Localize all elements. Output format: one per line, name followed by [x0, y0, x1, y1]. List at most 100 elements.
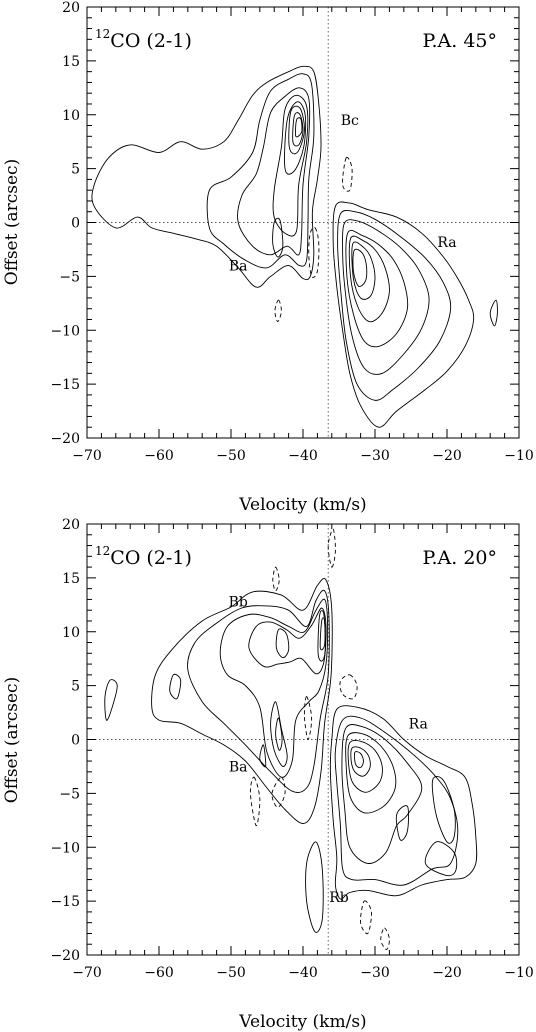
- position-angle-label: P.A. 20°: [423, 547, 497, 569]
- blue-lobe-contour-13: [259, 744, 267, 768]
- y-tick-label: 10: [62, 108, 80, 124]
- y-tick-label: 20: [62, 517, 80, 533]
- x-tick-label: −20: [432, 448, 462, 464]
- blue-lobe-contour-1: [91, 65, 322, 288]
- red-lobe-negative-contour-3: [380, 927, 390, 951]
- x-tick-label: −70: [72, 448, 102, 464]
- blue-lobe-contour-5: [275, 628, 290, 659]
- feature-label-ra: Ra: [437, 235, 456, 251]
- feature-label-ba: Ba: [229, 259, 248, 275]
- species-name: CO (2-1): [110, 547, 192, 569]
- panel-1: −70 −60 −50 −40 −30 −20 −10−20−15−10−505101520…: [2, 0, 534, 515]
- species-name: CO (2-1): [110, 30, 192, 52]
- x-tick-label: −10: [504, 965, 534, 981]
- y-axis-title: Offset (arcsec): [2, 159, 22, 285]
- blue-lobe-contour-2: [187, 589, 330, 793]
- red-lobe-negative-contour-1: [274, 299, 282, 323]
- contours: [91, 65, 498, 428]
- red-lobe-contour-1: [332, 201, 475, 428]
- red-lobe-contour-10: [424, 841, 458, 877]
- x-tick-label: −60: [144, 448, 174, 464]
- y-tick-label: 5: [71, 679, 80, 695]
- red-lobe-negative-contour-2: [360, 900, 372, 935]
- panel-2: −70 −60 −50 −40 −30 −20 −10−20−15−10−505101520…: [2, 517, 534, 1032]
- red-lobe-contour-3: [341, 724, 423, 864]
- red-lobe-contour-5: [348, 235, 390, 323]
- y-axis-title: Offset (arcsec): [2, 677, 22, 803]
- red-lobe-contour-7: [352, 248, 368, 287]
- y-tick-label: −5: [59, 269, 80, 285]
- blue-lobe-contour-5: [284, 101, 307, 175]
- blue-lobe-negative-contour-2: [272, 566, 280, 592]
- x-tick-label: −50: [216, 965, 246, 981]
- y-tick-label: −10: [50, 840, 80, 856]
- x-tick-label: −70: [72, 965, 102, 981]
- x-tick-label: −40: [288, 448, 318, 464]
- y-tick-label: −20: [50, 431, 80, 447]
- y-tick-label: −5: [59, 786, 80, 802]
- y-tick-label: −10: [50, 323, 80, 339]
- red-lobe-contour-1: [329, 705, 478, 900]
- x-tick-label: −20: [432, 965, 462, 981]
- blue-lobe-contour-8: [270, 701, 288, 767]
- blue-lobe-contour-11: [169, 673, 182, 700]
- red-lobe-contour-7: [353, 751, 364, 769]
- isotope-superscript: 12: [95, 544, 110, 558]
- red-lobe-contour-6: [350, 746, 371, 777]
- blue-lobe-contour-4: [248, 607, 327, 675]
- x-tick-label: −50: [216, 448, 246, 464]
- blue-lobe-negative-contour-2: [342, 156, 353, 192]
- red-lobe-contour-8: [395, 805, 409, 841]
- y-tick-label: −15: [50, 894, 80, 910]
- feature-label-ra: Ra: [409, 716, 428, 732]
- x-tick-label: −10: [504, 448, 534, 464]
- blue-lobe-negative-contour-3: [303, 695, 313, 740]
- feature-label-bc: Bc: [341, 113, 359, 129]
- contours: [104, 528, 478, 951]
- feature-label-ba: Ba: [229, 759, 248, 775]
- blue-lobe-contour-9: [272, 217, 284, 258]
- y-tick-label: 5: [71, 162, 80, 178]
- x-axis-title: Velocity (km/s): [238, 1012, 366, 1032]
- blue-lobe-negative-contour-1: [327, 528, 336, 568]
- red-lobe-negative-contour-1: [339, 674, 358, 700]
- feature-label-bb: Bb: [229, 595, 248, 611]
- red-lobe-contour-9: [431, 776, 456, 844]
- blue-lobe-contour-3: [219, 598, 329, 778]
- blue-lobe-contour-6: [288, 105, 305, 155]
- red-lobe-contour-4: [345, 732, 397, 814]
- y-tick-label: −15: [50, 377, 80, 393]
- blue-lobe-contour-9: [275, 717, 283, 751]
- species-label: 12CO (2-1): [95, 544, 192, 569]
- y-tick-label: 20: [62, 0, 80, 16]
- blue-lobe-contour-1: [151, 577, 333, 824]
- y-tick-label: 10: [62, 625, 80, 641]
- red-lobe-contour-8: [489, 299, 498, 327]
- red-lobe-contour-2: [334, 715, 459, 886]
- red-lobe-contour-5: [347, 740, 383, 793]
- blue-lobe-contour-7: [292, 112, 304, 147]
- y-tick-label: −20: [50, 948, 80, 964]
- red-lobe-contour-2: [337, 209, 452, 401]
- blue-lobe-contour-2: [206, 73, 315, 269]
- species-label: 12CO (2-1): [95, 27, 192, 52]
- red-lobe-contour-4: [345, 230, 409, 348]
- position-angle-label: P.A. 45°: [423, 30, 497, 52]
- blue-lobe-negative-contour-1: [308, 226, 320, 278]
- x-tick-label: −30: [360, 448, 390, 464]
- red-lobe-contour-3: [342, 219, 430, 375]
- x-tick-label: −30: [360, 965, 390, 981]
- blue-lobe-contour-3: [237, 87, 311, 256]
- y-tick-label: 0: [71, 216, 80, 232]
- isotope-superscript: 12: [95, 27, 110, 41]
- x-tick-label: −40: [288, 965, 318, 981]
- x-axis-title: Velocity (km/s): [238, 495, 366, 515]
- x-tick-label: −60: [144, 965, 174, 981]
- y-tick-label: 0: [71, 733, 80, 749]
- y-tick-label: 15: [62, 571, 80, 587]
- blue-lobe-contour-10: [104, 679, 118, 721]
- blue-lobe-contour-7: [319, 617, 326, 651]
- y-tick-label: 15: [62, 54, 80, 70]
- red-lobe-contour-6: [351, 241, 376, 300]
